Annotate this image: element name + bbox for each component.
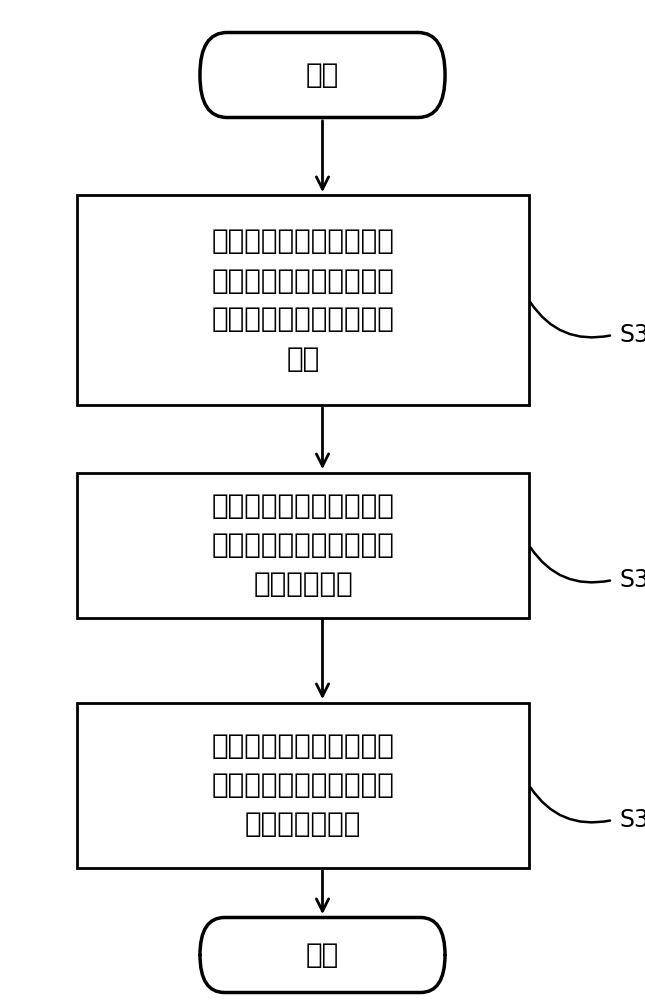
Text: 将所述家畜体型信息和所
述家畜标识信息作为所述
处理后图像信息: 将所述家畜体型信息和所 述家畜标识信息作为所述 处理后图像信息 [212, 732, 395, 838]
Bar [77, 702, 529, 867]
Text: 结束: 结束 [306, 941, 339, 969]
FancyBboxPatch shape [200, 918, 445, 992]
Text: 基于每个所述家畜轮廓获
得对应的家畜体型信息和
家畜标识信息: 基于每个所述家畜轮廓获 得对应的家畜体型信息和 家畜标识信息 [212, 492, 395, 598]
Bar [77, 195, 529, 405]
Text: S302: S302 [619, 568, 645, 592]
Text: 开始: 开始 [306, 61, 339, 89]
Text: S303: S303 [619, 808, 645, 832]
Bar [77, 473, 529, 617]
FancyBboxPatch shape [200, 32, 445, 117]
Text: S301: S301 [619, 323, 645, 347]
Text: 对所述图像信息进行轮廓
提取，获取所述图形信息
中的至少一个家禽的家畜
轮廓: 对所述图像信息进行轮廓 提取，获取所述图形信息 中的至少一个家禽的家畜 轮廓 [212, 228, 395, 372]
